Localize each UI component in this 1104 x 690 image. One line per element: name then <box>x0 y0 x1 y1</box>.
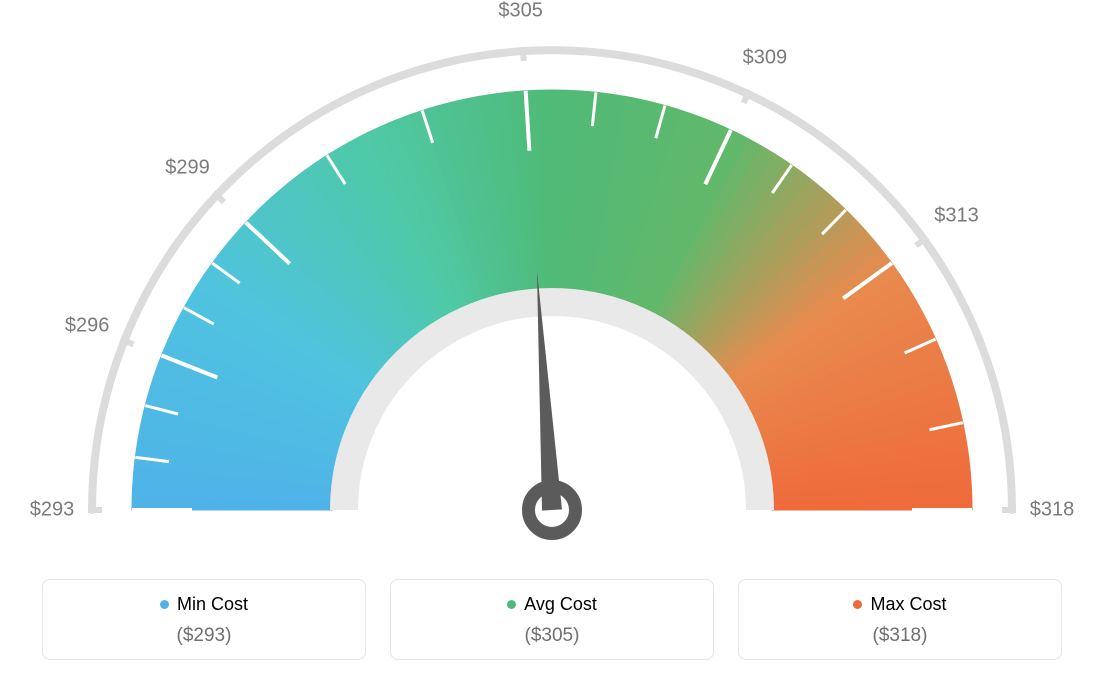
gauge-tick-label: $305 <box>498 0 543 22</box>
legend-title-text: Min Cost <box>177 594 248 615</box>
legend-value-avg: ($305) <box>401 625 703 647</box>
legend-row: Min Cost ($293) Avg Cost ($305) Max Cost… <box>42 579 1062 660</box>
gauge-tick-label: $309 <box>743 46 788 69</box>
gauge-tick-label: $293 <box>30 499 75 522</box>
legend-card-avg: Avg Cost ($305) <box>390 579 714 660</box>
legend-dot-icon <box>507 600 516 609</box>
legend-title-max: Max Cost <box>853 594 946 615</box>
cost-gauge-chart: $293 $296 $299 $305 $309 $313 $318 Min Cost ($… <box>0 0 1104 690</box>
legend-card-max: Max Cost ($318) <box>738 579 1062 660</box>
legend-title-min: Min Cost <box>160 594 248 615</box>
gauge-tick-label: $296 <box>65 314 110 337</box>
gauge-tick-label: $313 <box>934 205 979 228</box>
gauge-area: $293 $296 $299 $305 $309 $313 $318 <box>0 0 1104 560</box>
legend-card-min: Min Cost ($293) <box>42 579 366 660</box>
legend-title-text: Avg Cost <box>524 594 597 615</box>
gauge-svg <box>0 0 1104 560</box>
legend-dot-icon <box>160 600 169 609</box>
gauge-tick-label: $299 <box>165 156 210 179</box>
legend-title-avg: Avg Cost <box>507 594 597 615</box>
legend-dot-icon <box>853 600 862 609</box>
legend-value-min: ($293) <box>53 625 355 647</box>
legend-title-text: Max Cost <box>870 594 946 615</box>
legend-value-max: ($318) <box>749 625 1051 647</box>
gauge-tick-label: $318 <box>1030 499 1075 522</box>
